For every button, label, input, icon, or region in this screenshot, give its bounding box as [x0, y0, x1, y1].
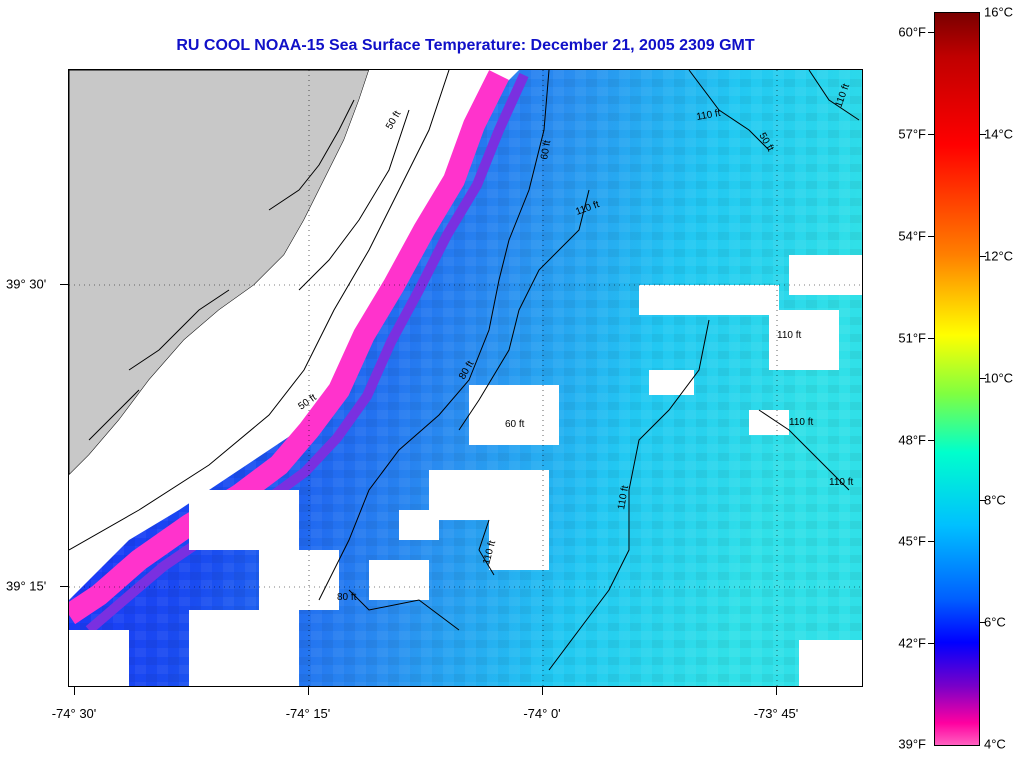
- contour-label: 80 ft: [337, 592, 357, 603]
- temperature-colorbar: [934, 12, 980, 746]
- colorbar-celsius-label: 10°C: [984, 370, 1014, 386]
- lon-label: -74° 30': [51, 706, 97, 721]
- lon-label: -74° 0': [523, 706, 561, 721]
- colorbar-celsius-label: 12°C: [984, 248, 1014, 264]
- lon-label: -74° 15': [285, 706, 331, 721]
- cold-nearshore-band: [69, 70, 509, 625]
- lat-label: 39° 15': [6, 578, 47, 594]
- sst-map-canvas: 50 ft 60 ft 80 ft 110 ft 110 ft 110 ft 1…: [69, 70, 862, 686]
- coastline-detail: [88, 99, 355, 441]
- contour-label: 60 ft: [539, 139, 553, 160]
- contour-label: 110 ft: [829, 477, 853, 488]
- contour-label: 110 ft: [696, 108, 722, 123]
- colorbar-fahrenheit-label: 42°F: [898, 635, 926, 651]
- colorbar-celsius-label: 4°C: [984, 736, 1006, 752]
- colorbar-fahrenheit-label: 45°F: [898, 533, 926, 549]
- colorbar-fahrenheit-label: 39°F: [898, 736, 926, 752]
- sst-map: 50 ft 60 ft 80 ft 110 ft 110 ft 110 ft 1…: [68, 69, 863, 687]
- colorbar-celsius-label: 8°C: [984, 492, 1006, 508]
- colorbar-fahrenheit-label: 51°F: [898, 330, 926, 346]
- colorbar-celsius-label: 6°C: [984, 614, 1006, 630]
- cloud-masks: [69, 255, 862, 686]
- contour-label: 110 ft: [789, 417, 813, 428]
- contour-label: 110 ft: [777, 330, 801, 341]
- cold-band-purple: [85, 72, 529, 634]
- colorbar-celsius-label: 16°C: [984, 4, 1014, 20]
- colorbar-fahrenheit-label: 60°F: [898, 24, 926, 40]
- colorbar-fahrenheit-label: 48°F: [898, 432, 926, 448]
- bathymetry-contours: [69, 70, 860, 671]
- lon-label: -73° 45': [753, 706, 799, 721]
- map-title: RU COOL NOAA-15 Sea Surface Temperature:…: [176, 37, 755, 54]
- colorbar-celsius-label: 14°C: [984, 126, 1014, 142]
- colorbar-fahrenheit-label: 57°F: [898, 126, 926, 142]
- lat-label: 39° 30': [6, 276, 47, 292]
- graticule: [69, 70, 862, 686]
- nearshore-white: [69, 70, 469, 520]
- contour-label: 60 ft: [505, 419, 525, 430]
- colorbar-fahrenheit-label: 54°F: [898, 228, 926, 244]
- contour-label: 110 ft: [616, 484, 631, 510]
